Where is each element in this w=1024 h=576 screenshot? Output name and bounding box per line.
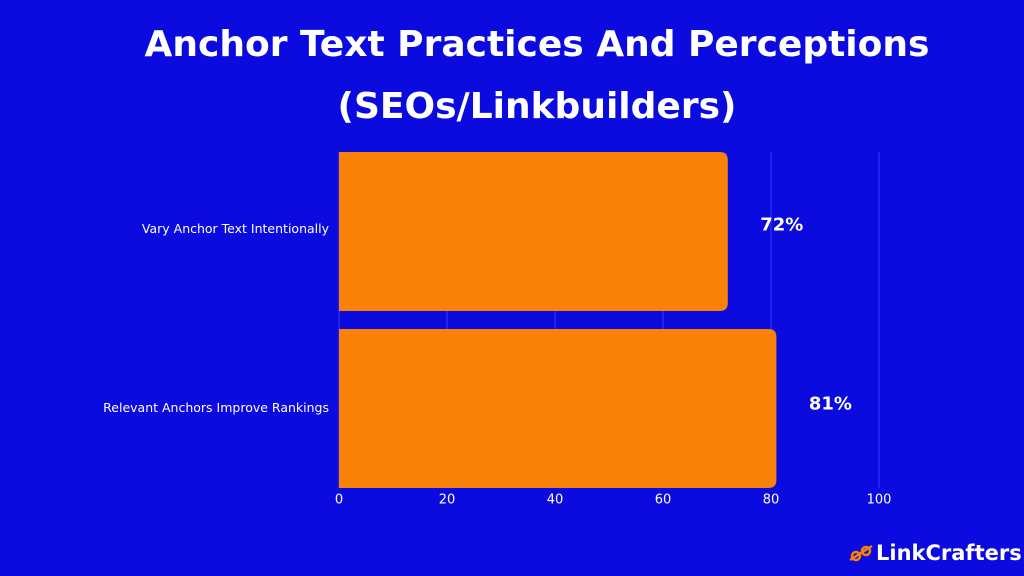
x-tick-label: 80: [763, 493, 780, 508]
x-tick-label: 60: [655, 493, 672, 508]
x-tick-label: 100: [867, 493, 892, 508]
x-tick-label: 20: [439, 493, 456, 508]
category-label: Vary Anchor Text Intentionally: [142, 221, 330, 236]
brand: LinkCrafters: [876, 541, 1022, 565]
chart-title: Anchor Text Practices And Perceptions (S…: [144, 24, 930, 127]
logo-icon: [849, 544, 873, 562]
value-label: 81%: [809, 394, 852, 415]
value-label: 72%: [760, 215, 803, 236]
bar: [339, 329, 777, 488]
x-tick-label: 40: [547, 493, 564, 508]
category-label: Relevant Anchors Improve Rankings: [103, 400, 329, 415]
bar: [339, 152, 728, 311]
x-tick-label: 0: [335, 493, 343, 508]
